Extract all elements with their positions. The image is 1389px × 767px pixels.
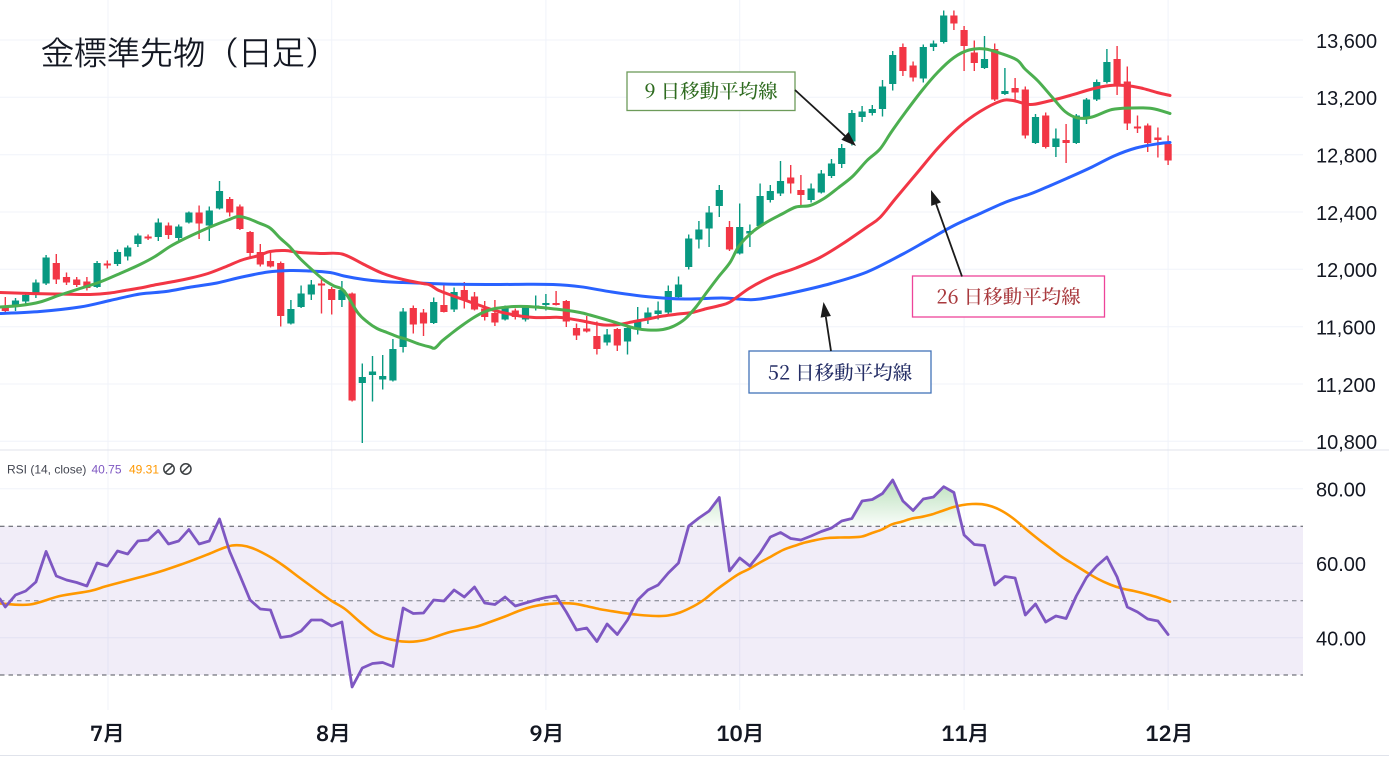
svg-text:12,800: 12,800 bbox=[1316, 146, 1377, 168]
svg-text:11,200: 11,200 bbox=[1316, 375, 1376, 397]
svg-text:13,200: 13,200 bbox=[1316, 88, 1377, 110]
svg-text:12,000: 12,000 bbox=[1316, 260, 1377, 282]
svg-text:60.00: 60.00 bbox=[1316, 554, 1366, 576]
svg-text:49.31: 49.31 bbox=[129, 463, 159, 477]
svg-text:40.00: 40.00 bbox=[1316, 629, 1366, 651]
svg-text:10,800: 10,800 bbox=[1316, 432, 1377, 454]
svg-text:12,400: 12,400 bbox=[1316, 203, 1377, 225]
svg-text:RSI (14, close): RSI (14, close) bbox=[7, 463, 86, 477]
svg-text:80.00: 80.00 bbox=[1316, 480, 1366, 502]
svg-text:11,600: 11,600 bbox=[1316, 318, 1376, 340]
svg-text:40.75: 40.75 bbox=[92, 463, 122, 477]
svg-text:13,600: 13,600 bbox=[1316, 31, 1377, 53]
